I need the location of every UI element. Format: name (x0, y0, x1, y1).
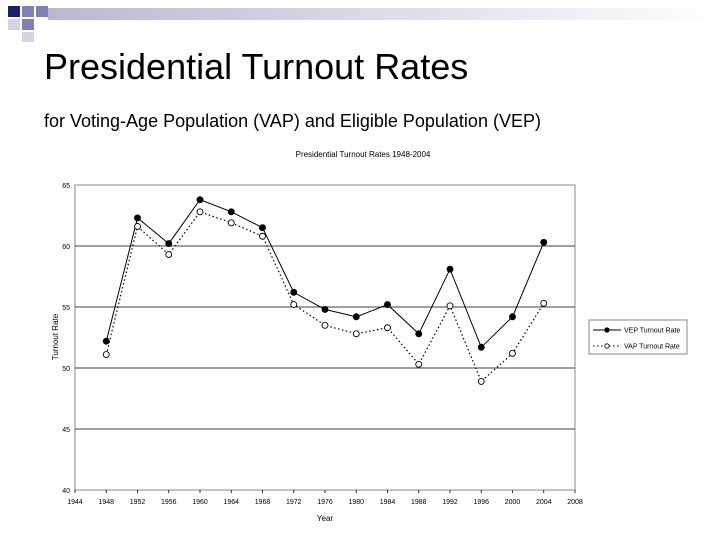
x-tick-label: 2000 (505, 499, 521, 506)
x-tick-label: 2004 (536, 499, 552, 506)
vep-point (259, 224, 266, 232)
vep-point (165, 240, 173, 248)
legend-vap-swatch-marker (604, 343, 610, 349)
vap-point (290, 301, 298, 309)
vap-point (509, 349, 516, 357)
vep-point (290, 288, 298, 296)
x-tick-label: 1968 (255, 499, 271, 506)
y-tick-label: 55 (62, 305, 70, 312)
x-tick-label: 1988 (411, 499, 427, 506)
deco-square-light (22, 32, 34, 42)
vap-point (352, 330, 360, 338)
vap-point (321, 321, 329, 329)
x-tick-label: 1972 (286, 499, 302, 506)
vep-point (352, 313, 360, 321)
legend-vap-label: VAP Turnout Rate (624, 344, 680, 351)
vep-point (477, 343, 485, 351)
vep-point (384, 301, 391, 309)
plot-area (74, 184, 576, 491)
legend-vep-swatch-marker (604, 327, 610, 333)
y-axis-ticks: 40 45 50 55 60 65 (62, 183, 70, 495)
chart-title: Presidential Turnout Rates 1948-2004 (296, 150, 431, 159)
x-tick-label: 1984 (380, 499, 396, 506)
vep-point (415, 330, 423, 338)
x-tick-label: 1980 (348, 499, 364, 506)
vap-point (540, 299, 548, 307)
x-tick-label: 1948 (98, 499, 114, 506)
vap-point (196, 208, 204, 216)
legend: VEP Turnout Rate VAP Turnout Rate (588, 319, 688, 355)
vap-point (165, 251, 173, 258)
vap-point (227, 219, 235, 227)
vep-point (102, 337, 110, 345)
deco-square-mid (22, 19, 34, 30)
x-axis-ticks: 1944 1948 1952 1956 1960 1964 1968 1972 1976 1980… (67, 490, 583, 506)
vep-point (321, 305, 329, 313)
deco-square-light (8, 19, 20, 30)
vep-point (446, 265, 454, 273)
y-tick-label: 50 (62, 366, 70, 373)
deco-square-mid (22, 6, 34, 17)
x-tick-label: 2008 (567, 499, 583, 506)
vep-point (227, 208, 235, 216)
series-layer (102, 196, 548, 385)
y-tick-label: 40 (62, 488, 70, 495)
vap-point (259, 232, 266, 240)
x-tick-label: 1956 (161, 499, 177, 506)
x-tick-label: 1952 (130, 499, 146, 506)
slide-subtitle: for Voting-Age Population (VAP) and Elig… (44, 111, 541, 131)
x-axis-label: Year (317, 514, 334, 523)
y-tick-label: 60 (62, 244, 70, 251)
y-tick-label: 45 (62, 427, 70, 434)
vap-point (446, 302, 454, 310)
vap-point (384, 324, 391, 332)
legend-box (588, 319, 688, 355)
vep-point (196, 196, 204, 204)
legend-vep-label: VEP Turnout Rate (624, 328, 680, 335)
x-tick-label: 1960 (192, 499, 208, 506)
x-tick-label: 1976 (317, 499, 333, 506)
vap-point (102, 351, 110, 359)
vep-point (509, 313, 516, 321)
y-tick-label: 65 (62, 183, 70, 190)
x-tick-label: 1996 (473, 499, 489, 506)
deco-stripe (48, 8, 720, 20)
vap-point (477, 377, 485, 385)
corner-decoration (8, 6, 48, 42)
deco-square-dark (8, 6, 20, 17)
x-tick-label: 1944 (67, 499, 83, 506)
x-tick-label: 1964 (223, 499, 239, 506)
vap-point (415, 360, 423, 368)
slide-title: Presidential Turnout Rates (44, 46, 469, 87)
gridlines (75, 245, 575, 430)
vep-point (134, 214, 141, 222)
x-tick-label: 1992 (442, 499, 458, 506)
deco-square-mid (36, 6, 48, 17)
vep-point (540, 238, 548, 246)
vap-point (134, 223, 141, 230)
y-axis-label: Turnout Rate (51, 313, 60, 360)
